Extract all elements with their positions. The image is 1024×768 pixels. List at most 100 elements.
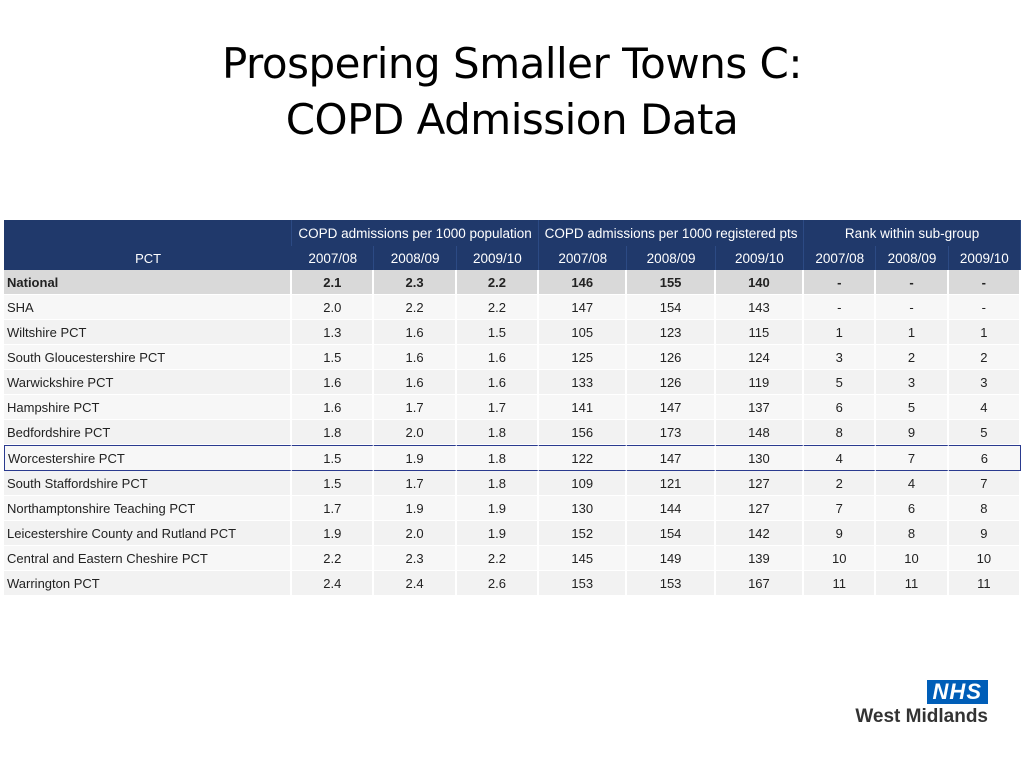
value-cell: 2.2 (456, 295, 540, 320)
table-row: Worcestershire PCT 1.5 1.9 1.8 122 147 130 4 7 6 (4, 445, 1021, 471)
value-cell: 143 (715, 295, 805, 320)
value-cell: 1.8 (456, 420, 540, 445)
value-cell: 1.3 (292, 320, 375, 345)
value-cell: 1.9 (292, 521, 375, 546)
value-cell: 145 (539, 546, 628, 571)
value-cell: 2.3 (374, 546, 457, 571)
value-cell: 152 (539, 521, 628, 546)
value-cell: 1.6 (292, 370, 375, 395)
value-cell: 2 (948, 345, 1021, 370)
value-cell: - (948, 295, 1021, 320)
value-cell: 4 (876, 471, 949, 496)
value-cell: 146 (539, 270, 628, 295)
slide-title-line1: Prospering Smaller Towns C: (221, 39, 803, 88)
value-cell: 105 (539, 320, 628, 345)
value-cell: 1.5 (292, 345, 375, 370)
year-header: 2007/08 (804, 246, 877, 270)
value-cell: 130 (539, 496, 628, 521)
year-header: 2007/08 (292, 246, 375, 270)
table-row: Hampshire PCT 1.6 1.7 1.7 141 147 137 6 5 4 (4, 395, 1021, 420)
value-cell: 126 (627, 345, 716, 370)
value-cell: 121 (627, 471, 716, 496)
value-cell: 1.7 (374, 471, 457, 496)
table-row: Warwickshire PCT 1.6 1.6 1.6 133 126 119 5 3 3 (4, 370, 1021, 395)
value-cell: 115 (715, 320, 805, 345)
year-header: 2009/10 (456, 246, 540, 270)
value-cell: 148 (715, 420, 805, 445)
value-cell: 1.9 (456, 496, 540, 521)
pct-name-cell: Northamptonshire Teaching PCT (4, 496, 293, 521)
value-cell: 2.0 (374, 521, 457, 546)
value-cell: 127 (715, 496, 805, 521)
value-cell: 9 (876, 420, 949, 445)
value-cell: 7 (804, 496, 877, 521)
value-cell: 1.8 (292, 420, 375, 445)
value-cell: 1 (948, 320, 1021, 345)
value-cell: 2.4 (374, 571, 457, 596)
table-row: SHA 2.0 2.2 2.2 147 154 143- - - (4, 295, 1021, 320)
value-cell: 11 (804, 571, 877, 596)
year-header: 2008/09 (374, 246, 457, 270)
table-row: Central and Eastern Cheshire PCT 2.2 2.3 2.… (4, 546, 1021, 571)
value-cell: 156 (539, 420, 628, 445)
value-cell: 1 (804, 320, 877, 345)
value-cell: 6 (948, 445, 1021, 471)
pct-name-cell: Leicestershire County and Rutland PCT (4, 521, 293, 546)
table-row: Northamptonshire Teaching PCT 1.7 1.9 1.9 13… (4, 496, 1021, 521)
value-cell: 147 (627, 445, 716, 471)
nhs-region-name: West Midlands (855, 706, 988, 727)
value-cell: 125 (539, 345, 628, 370)
year-header: 2009/10 (948, 246, 1021, 270)
value-cell: 7 (948, 471, 1021, 496)
value-cell: 133 (539, 370, 628, 395)
pct-column-header: PCT (4, 246, 293, 270)
value-cell: 1.7 (456, 395, 540, 420)
value-cell: 7 (876, 445, 949, 471)
value-cell: 144 (627, 496, 716, 521)
value-cell: 11 (948, 571, 1021, 596)
value-cell: 1.6 (292, 395, 375, 420)
value-cell: 1.8 (456, 471, 540, 496)
table-row: Wiltshire PCT 1.3 1.6 1.5 105 123 115 1 1 1 (4, 320, 1021, 345)
pct-name-cell: South Gloucestershire PCT (4, 345, 293, 370)
nhs-logo: NHS West Midlands (855, 680, 988, 728)
value-cell: 127 (715, 471, 805, 496)
year-header: 2007/08 (539, 246, 628, 270)
value-cell: 142 (715, 521, 805, 546)
value-cell: 124 (715, 345, 805, 370)
value-cell: 139 (715, 546, 805, 571)
value-cell: 1.8 (456, 445, 540, 471)
value-cell: 149 (627, 546, 716, 571)
pct-name-cell: Warrington PCT (4, 571, 293, 596)
value-cell: - (804, 295, 877, 320)
value-cell: 1.6 (374, 345, 457, 370)
value-cell: 147 (627, 395, 716, 420)
pct-name-cell: Worcestershire PCT (4, 445, 293, 471)
year-header: 2009/10 (715, 246, 805, 270)
table-row: South Staffordshire PCT 1.5 1.7 1.8 109 121 12… (4, 471, 1021, 496)
pct-name-cell: Central and Eastern Cheshire PCT (4, 546, 293, 571)
value-cell: 109 (539, 471, 628, 496)
pct-name-cell: Wiltshire PCT (4, 320, 293, 345)
value-cell: 167 (715, 571, 805, 596)
pct-name-cell: National (4, 270, 293, 295)
header-empty-cell (4, 220, 293, 246)
value-cell: 2.2 (456, 270, 540, 295)
nhs-badge: NHS (926, 680, 988, 704)
value-cell: 123 (627, 320, 716, 345)
table-row: National 2.1 2.3 2.2 146 155 140- - - (4, 270, 1021, 295)
value-cell: 10 (804, 546, 877, 571)
slide-title-line2: COPD Admission Data (285, 95, 739, 144)
value-cell: 141 (539, 395, 628, 420)
group-header-registered: COPD admissions per 1000 registered pts (539, 220, 805, 246)
value-cell: 1.5 (292, 445, 375, 471)
year-header: 2008/09 (627, 246, 716, 270)
value-cell: - (876, 295, 949, 320)
value-cell: 153 (627, 571, 716, 596)
value-cell: 1.6 (456, 370, 540, 395)
year-header: 2008/09 (876, 246, 949, 270)
value-cell: 6 (804, 395, 877, 420)
value-cell: 122 (539, 445, 628, 471)
slide-title: Prospering Smaller Towns C: COPD Admissi… (0, 36, 1024, 148)
value-cell: 9 (948, 521, 1021, 546)
